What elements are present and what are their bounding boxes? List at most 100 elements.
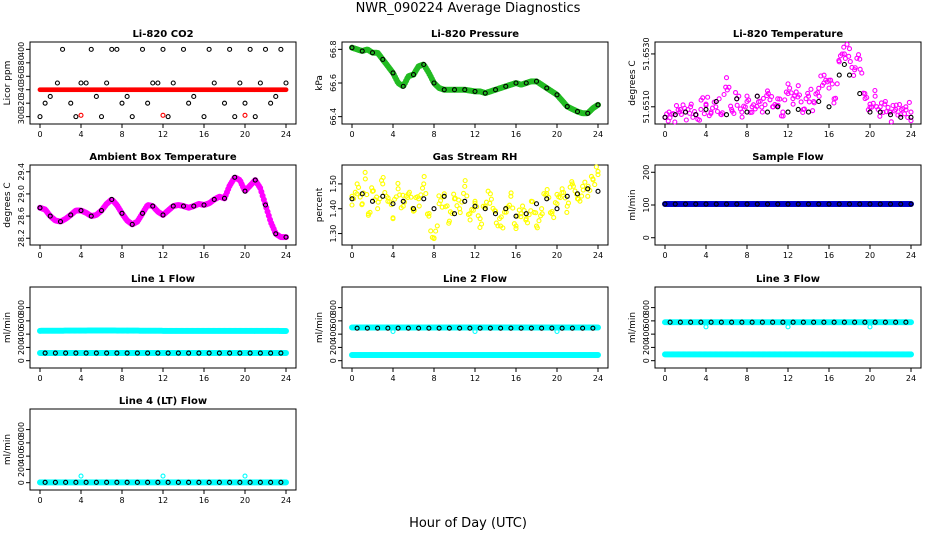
data-point (577, 198, 583, 204)
data-point (908, 351, 915, 358)
data-point (398, 205, 404, 211)
data-point (816, 93, 822, 99)
data-point (731, 110, 737, 117)
data-point (775, 96, 781, 102)
data-point (242, 188, 248, 194)
data-point (585, 183, 591, 189)
data-point (908, 109, 914, 115)
data-point (764, 201, 771, 207)
data-point (841, 61, 847, 68)
data-point (359, 48, 365, 54)
data-point (777, 96, 783, 102)
x-tick-label: 20 (865, 374, 875, 383)
x-tick-label: 0 (662, 130, 667, 139)
y-tick-label: 0 (17, 358, 26, 363)
data-point (395, 180, 401, 186)
x-tick-label: 8 (119, 496, 124, 505)
data-point (687, 110, 693, 116)
data-point (523, 80, 529, 86)
y-axis-label: ml/min (3, 312, 13, 343)
data-point (145, 100, 151, 106)
data-point (492, 87, 499, 93)
data-point (436, 193, 442, 199)
data-point (186, 350, 192, 356)
x-tick-label: 0 (37, 251, 42, 260)
data-point (242, 100, 248, 106)
data-point (867, 201, 873, 207)
x-tick-label: 20 (552, 374, 562, 383)
data-point (93, 350, 99, 356)
data-point (700, 95, 706, 101)
data-point (847, 59, 853, 65)
data-point (829, 81, 835, 87)
data-point (59, 46, 66, 52)
data-point (723, 112, 730, 118)
x-tick-label: 4 (78, 496, 83, 505)
data-point (903, 319, 909, 325)
y-tick-label: 29.4 (17, 163, 26, 181)
data-point (816, 85, 822, 91)
series-black-circle (37, 174, 289, 240)
data-point (196, 350, 202, 356)
data-point (434, 223, 440, 229)
data-point (262, 46, 269, 52)
data-point (716, 96, 722, 102)
data-point (186, 479, 192, 485)
data-point (806, 99, 812, 105)
x-tick-label: 20 (552, 251, 562, 260)
x-tick-label: 0 (662, 251, 667, 260)
data-point (790, 101, 796, 107)
x-tick-label: 4 (390, 130, 395, 139)
data-point (454, 203, 460, 209)
x-tick-label: 20 (865, 130, 875, 139)
data-point (119, 210, 125, 216)
data-point (549, 209, 555, 215)
data-point (734, 96, 740, 102)
data-point (800, 319, 806, 325)
data-point (595, 102, 601, 108)
data-point (416, 325, 422, 331)
data-point (796, 92, 803, 98)
data-point (713, 98, 719, 105)
data-point (451, 191, 457, 197)
x-tick-label: 4 (703, 374, 708, 383)
data-point (282, 350, 289, 357)
data-point (431, 235, 437, 241)
data-point (852, 65, 858, 71)
y-axis-label: ml/min (315, 312, 325, 343)
data-point (68, 212, 74, 218)
data-point (488, 196, 494, 202)
data-point (862, 319, 868, 325)
series-cyan-circle (37, 473, 248, 485)
panel-6: Sample Flow ml/min 0 100 200 0 4 8 12 16 20 24 (628, 152, 922, 260)
data-point (810, 108, 816, 114)
x-tick-label: 4 (703, 251, 708, 260)
data-point (841, 44, 847, 50)
data-point (516, 207, 522, 213)
data-point (801, 106, 807, 112)
data-point (459, 199, 465, 205)
data-point (180, 203, 187, 209)
data-point (877, 201, 883, 207)
data-point (508, 325, 514, 331)
data-point (104, 350, 110, 356)
data-point (237, 479, 243, 485)
data-point (160, 212, 166, 218)
data-point (406, 189, 412, 195)
data-point (785, 81, 791, 87)
data-point (503, 83, 509, 89)
data-point (737, 106, 743, 112)
data-point (855, 52, 862, 58)
data-point (42, 100, 48, 106)
data-point (503, 206, 509, 212)
x-tick-label: 24 (281, 251, 291, 260)
series-magenta-scatter-cloud (662, 41, 914, 125)
data-point (252, 114, 258, 120)
x-tick-label: 20 (240, 251, 250, 260)
y-tick-label: 0 (642, 358, 651, 363)
data-point (590, 177, 596, 183)
data-point (170, 203, 176, 209)
x-tick-label: 12 (783, 130, 793, 139)
data-point (170, 80, 176, 86)
data-point (759, 319, 765, 325)
